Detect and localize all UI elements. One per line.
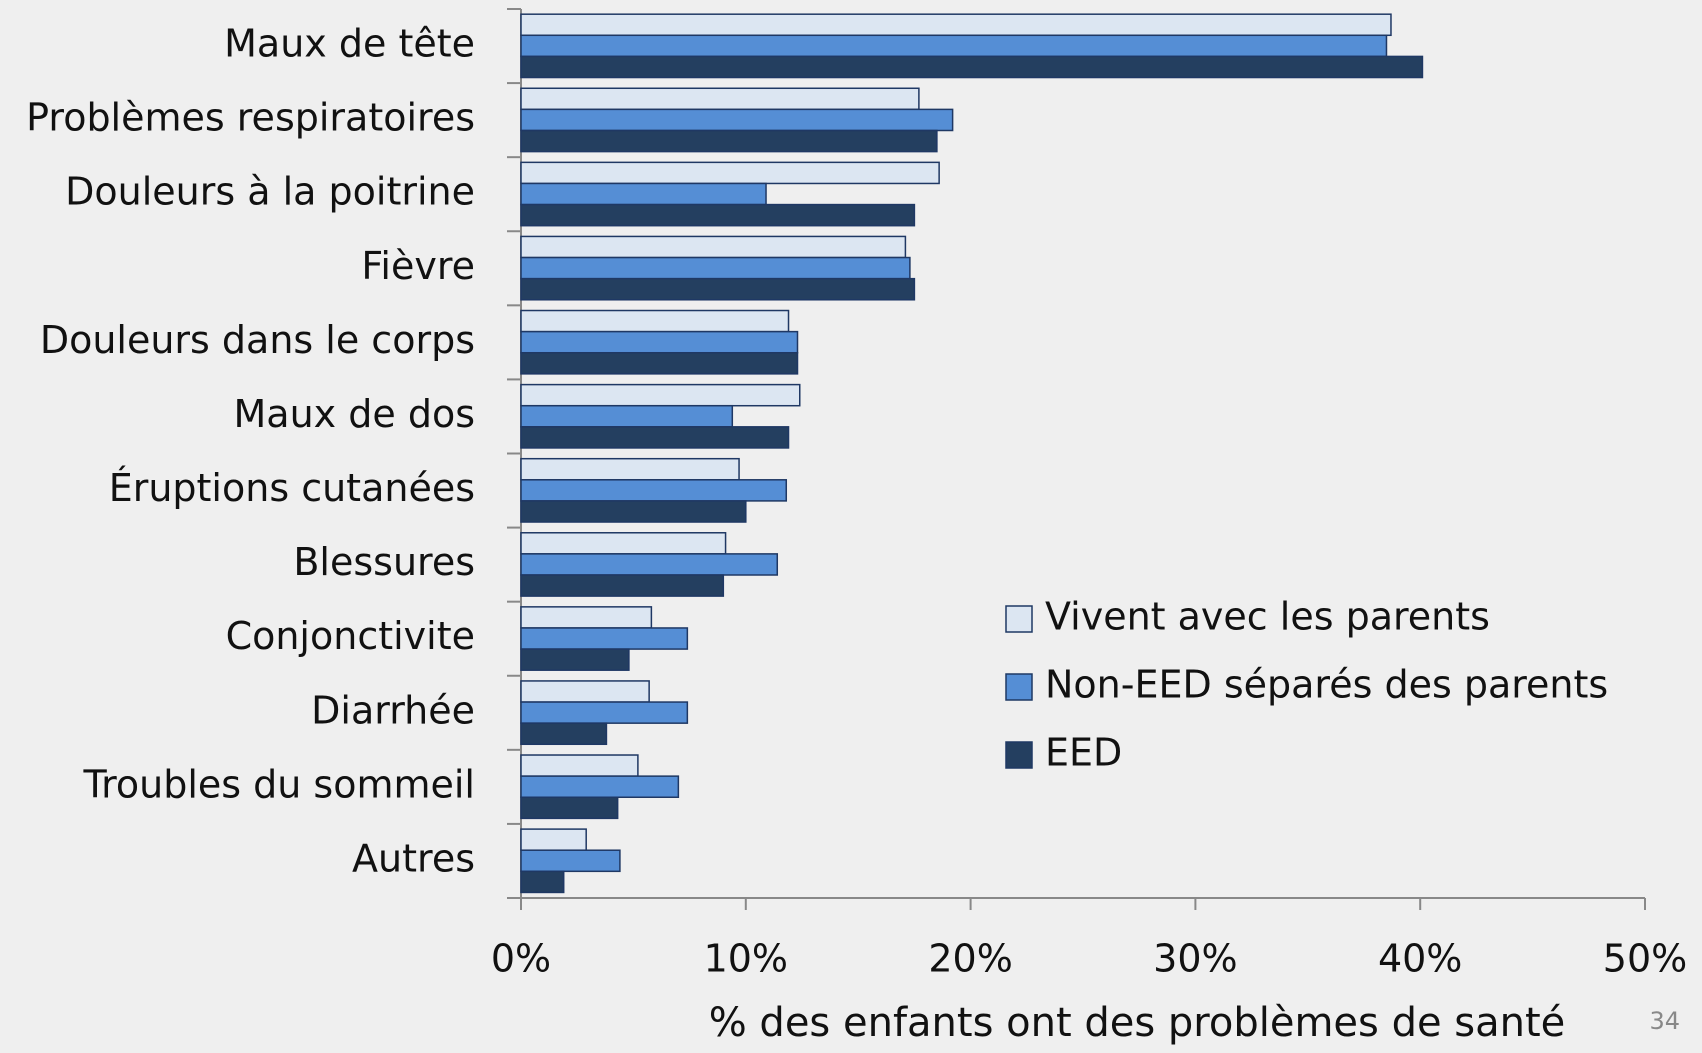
bar (521, 311, 789, 332)
bar (521, 533, 726, 554)
y-tick-label: Maux de dos (234, 392, 475, 436)
legend-label: Non-EED séparés des parents (1045, 663, 1608, 707)
bar (521, 459, 739, 480)
y-tick-label: Conjonctivite (226, 614, 475, 658)
bar (521, 56, 1422, 77)
bar (521, 258, 910, 279)
x-tick-label: 20% (928, 937, 1012, 981)
x-tick-label: 0% (491, 937, 551, 981)
bar (521, 829, 586, 850)
x-axis-title: % des enfants ont des problèmes de santé (709, 1000, 1566, 1046)
legend-swatch (1006, 606, 1032, 632)
y-tick-label: Maux de tête (224, 22, 475, 66)
bar (521, 35, 1386, 56)
bar (521, 427, 789, 448)
x-tick-label: 30% (1153, 937, 1237, 981)
bar (521, 776, 678, 797)
bar (521, 183, 766, 204)
bar (521, 575, 723, 596)
x-tick-label: 10% (704, 937, 788, 981)
bar (521, 628, 687, 649)
bar (521, 88, 919, 109)
legend-label: EED (1045, 731, 1122, 775)
y-tick-label: Fièvre (361, 244, 475, 288)
slide-number: 34 (1649, 1007, 1680, 1035)
bar (521, 130, 937, 151)
chart: % des enfants ont des problèmes de santé… (0, 0, 1702, 1049)
y-tick-label: Diarrhée (311, 688, 475, 732)
y-tick-label: Douleurs dans le corps (40, 318, 475, 362)
y-tick-label: Problèmes respiratoires (26, 96, 475, 140)
y-tick-label: Douleurs à la poitrine (65, 170, 475, 214)
bar (521, 332, 798, 353)
bar (521, 353, 798, 374)
bar (521, 850, 620, 871)
bar (521, 162, 939, 183)
bar (521, 797, 618, 818)
bar (521, 755, 638, 776)
bar (521, 279, 914, 300)
bar (521, 702, 687, 723)
y-tick-label: Autres (352, 836, 475, 880)
bar (521, 385, 800, 406)
background (0, 0, 1702, 1049)
page: % des enfants ont des problèmes de santé… (0, 0, 1702, 1049)
bar (521, 14, 1391, 35)
legend-swatch (1006, 674, 1032, 700)
bar (521, 871, 564, 892)
y-tick-label: Éruptions cutanées (109, 466, 475, 510)
bar (521, 723, 606, 744)
legend-label: Vivent avec les parents (1045, 595, 1490, 639)
bar (521, 607, 651, 628)
bar (521, 205, 914, 226)
x-tick-label: 50% (1603, 937, 1687, 981)
bar (521, 406, 732, 427)
bar (521, 501, 746, 522)
legend-swatch (1006, 742, 1032, 768)
y-tick-label: Troubles du sommeil (82, 762, 475, 806)
bar (521, 109, 953, 130)
bar (521, 681, 649, 702)
y-tick-label: Blessures (293, 540, 475, 584)
bar (521, 236, 905, 257)
bar (521, 554, 777, 575)
x-tick-label: 40% (1378, 937, 1462, 981)
bar (521, 480, 786, 501)
bar (521, 649, 629, 670)
